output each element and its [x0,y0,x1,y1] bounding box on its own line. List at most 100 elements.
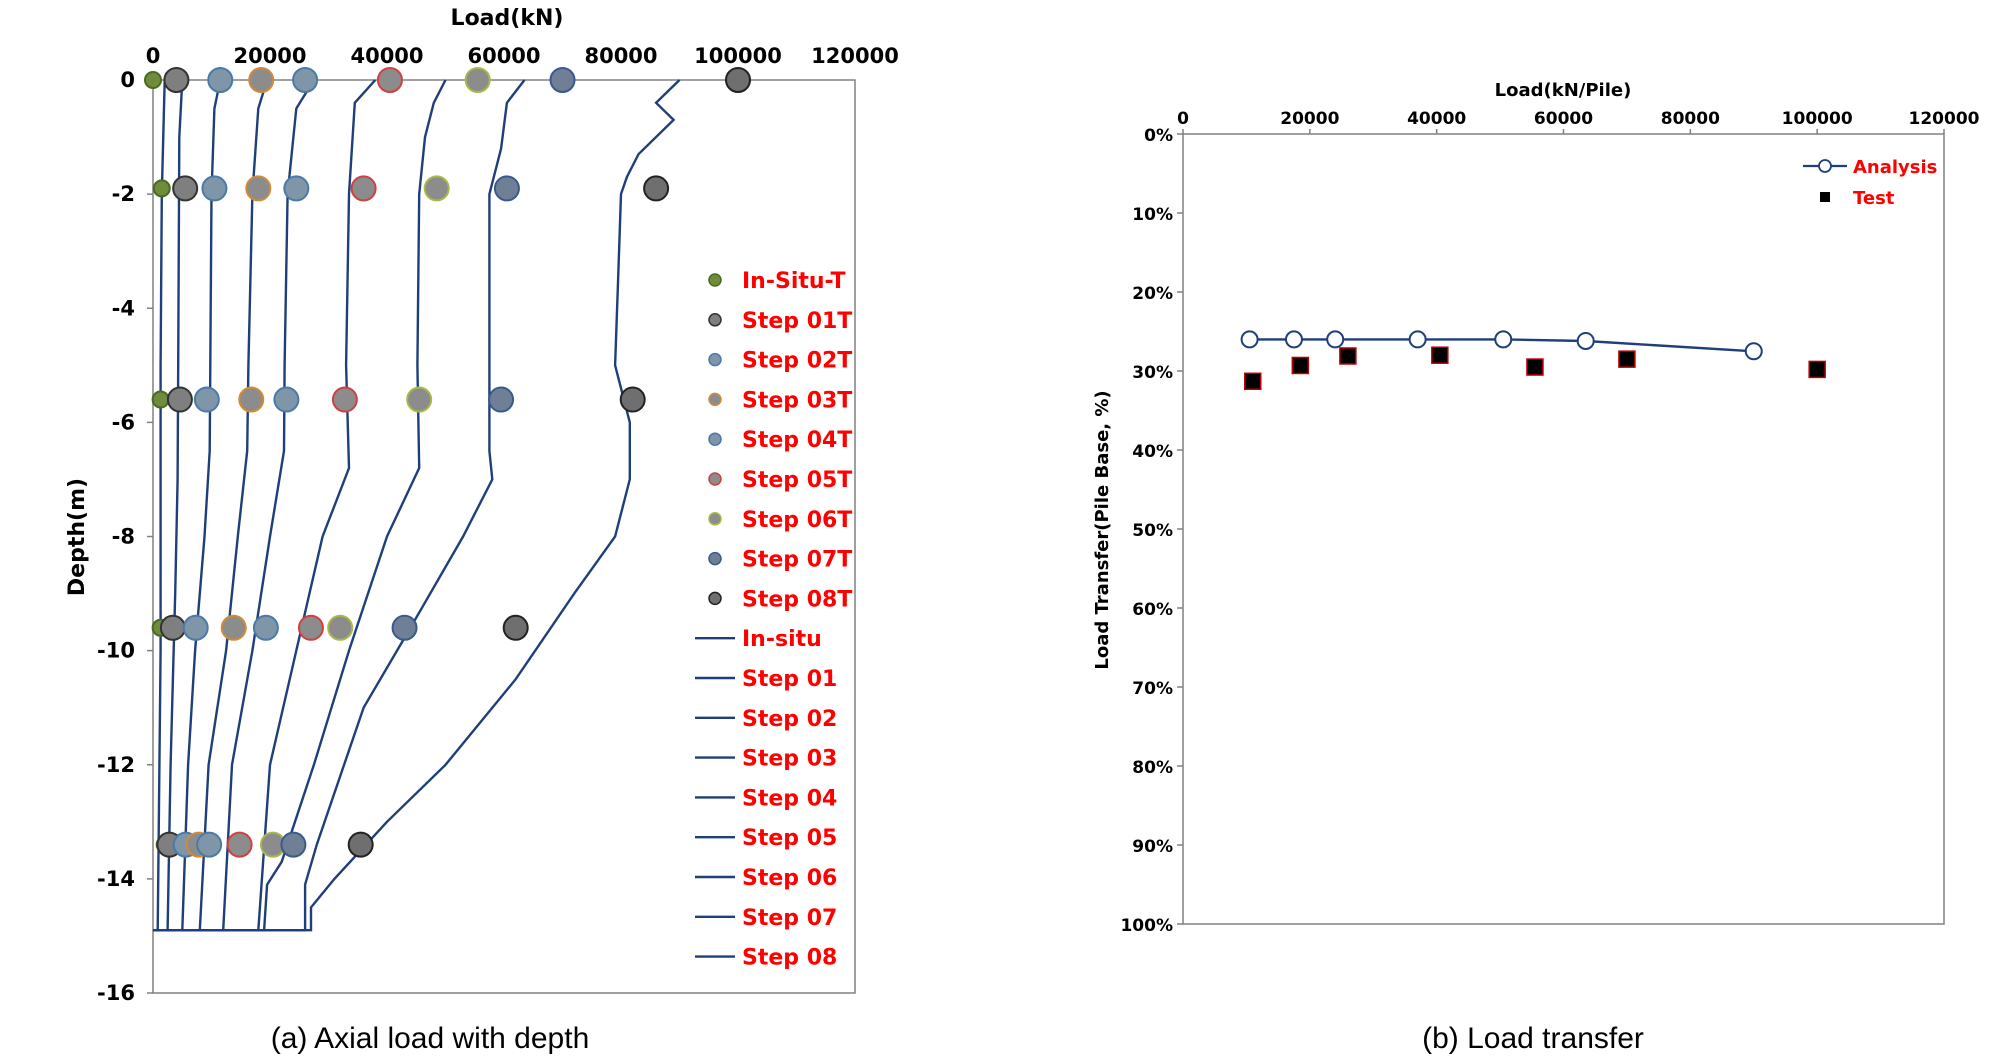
data-point-step-01t [159,614,186,641]
y-axis-title-a: Depth(m) [65,478,90,596]
data-point-test [1526,358,1544,376]
legend-marker [708,512,722,526]
y-tick-label-b: 0% [1144,126,1173,146]
legend-marker [708,273,722,287]
legend-label: Step 04 [742,786,837,811]
legend-label-b: Test [1853,188,1895,209]
legend-label: In-situ [742,627,822,652]
x-tick-label-a: 80000 [584,44,657,68]
y-tick-label-b: 60% [1132,600,1173,620]
y-tick-label-b: 30% [1132,363,1173,383]
legend-label-b: Analysis [1853,157,1937,178]
data-point-step-01t [166,386,193,413]
data-point-analysis [1240,330,1259,349]
y-tick-label-a: -6 [112,410,135,434]
data-point-analysis [1326,330,1345,349]
data-point-step-07t [391,614,418,641]
series-b [1240,330,1826,391]
series-line-step-01 [153,79,184,932]
y-tick-label-a: 0 [120,68,135,92]
y-axis-title-b: Load Transfer(Pile Base, %) [1092,390,1113,669]
legend-label: Step 06 [742,866,837,891]
x-axis-title-a: Load(kN) [451,6,564,31]
data-point-step-02t [201,175,228,202]
data-point-step-05t [331,386,358,413]
data-point-step-08t [725,67,751,93]
series-markers-a [144,67,751,858]
legend-label: Step 05T [742,468,852,493]
data-point-step-07t [280,831,307,858]
legend-label: Step 05 [742,826,837,851]
legend-marker [708,392,722,407]
y-tick-label-a: -16 [97,981,135,1005]
series-line-step-06 [153,79,447,932]
data-point-step-02t [182,614,209,641]
data-point-step-07t [549,67,576,93]
data-point-step-05t [297,614,324,641]
x-ticks-a: 0 20000 40000 60000 80000 100000 120000 [146,44,899,68]
data-point-step-02t [207,67,234,93]
data-point-analysis [1408,330,1427,349]
legend-marker [708,313,722,327]
data-point-test [1431,346,1449,364]
legend-label: Step 01T [742,309,852,334]
data-point-step-07t [493,175,520,202]
legend-marker [708,591,722,606]
data-point-step-05t [350,175,377,202]
legend-label: Step 03T [742,388,852,413]
data-point-analysis [1494,330,1513,349]
data-point-step-04t [196,831,223,858]
y-tick-label-a: -8 [112,525,135,549]
data-point-test [1618,350,1636,368]
data-point-step-03t [248,67,275,93]
series-line-step-07 [153,79,526,932]
data-point-step-03t [220,614,247,641]
caption-b: (b) Load transfer [1422,1022,1644,1055]
legend-a: In-Situ-T Step 01T Step 02T Step 03T Step 04… [695,269,852,971]
x-tick-label-b: 40000 [1407,109,1466,129]
legend-label: Step 08T [742,587,852,612]
data-point-in-situ-t [152,179,171,198]
data-point-step-03t [245,175,272,202]
y-tick-label-b: 80% [1132,758,1173,778]
data-point-test [1291,356,1310,375]
legend-label: Step 02T [742,349,852,374]
data-point-step-02t [193,386,220,413]
y-ticks-b: 0% 10% 20% 30% 40% 50% 60% 70% 80% 90% 100% [1120,126,1183,936]
data-point-in-situ-t [144,71,162,89]
legend-label: Step 07T [742,548,852,573]
series-line-step-08 [153,79,681,932]
data-point-step-04t [252,614,279,641]
data-point-step-06t [406,386,433,413]
x-tick-label-b: 80000 [1661,109,1720,129]
chart-axial-load: Load(kN) Depth(m) 0 20000 40000 60000 80000 1… [65,6,899,1005]
y-ticks-a: 0 -2 -4 -6 -8 -10 -12 -14 -16 [97,68,153,1005]
data-point-step-05t [376,67,403,93]
legend-marker [708,551,722,566]
data-point-test [1244,372,1262,391]
legend-marker [708,432,722,446]
legend-b: Analysis Test [1803,157,1937,209]
legend-marker [708,472,722,486]
data-point-step-08t [619,386,646,413]
data-point-test [1339,347,1357,365]
plot-area-b [1182,133,1945,925]
x-tick-label-a: 60000 [467,44,540,68]
plot-area-a [152,79,856,994]
data-point-step-03t [238,386,265,413]
legend-label: In-Situ-T [742,269,845,294]
x-tick-label-a: 40000 [350,44,423,68]
x-tick-label-b: 60000 [1534,109,1593,129]
x-tick-label-b: 0 [1177,109,1189,129]
data-point-step-04t [273,386,300,413]
legend-label: Step 08 [742,946,837,971]
x-tick-label-a: 120000 [811,44,899,68]
x-tick-label-a: 100000 [694,44,782,68]
data-point-test [1808,360,1826,379]
data-point-step-06t [423,175,450,202]
y-tick-label-b: 70% [1132,679,1173,699]
legend-label: Step 04T [742,428,852,453]
data-point-step-06t [327,614,354,641]
legend-label: Step 07 [742,906,837,931]
